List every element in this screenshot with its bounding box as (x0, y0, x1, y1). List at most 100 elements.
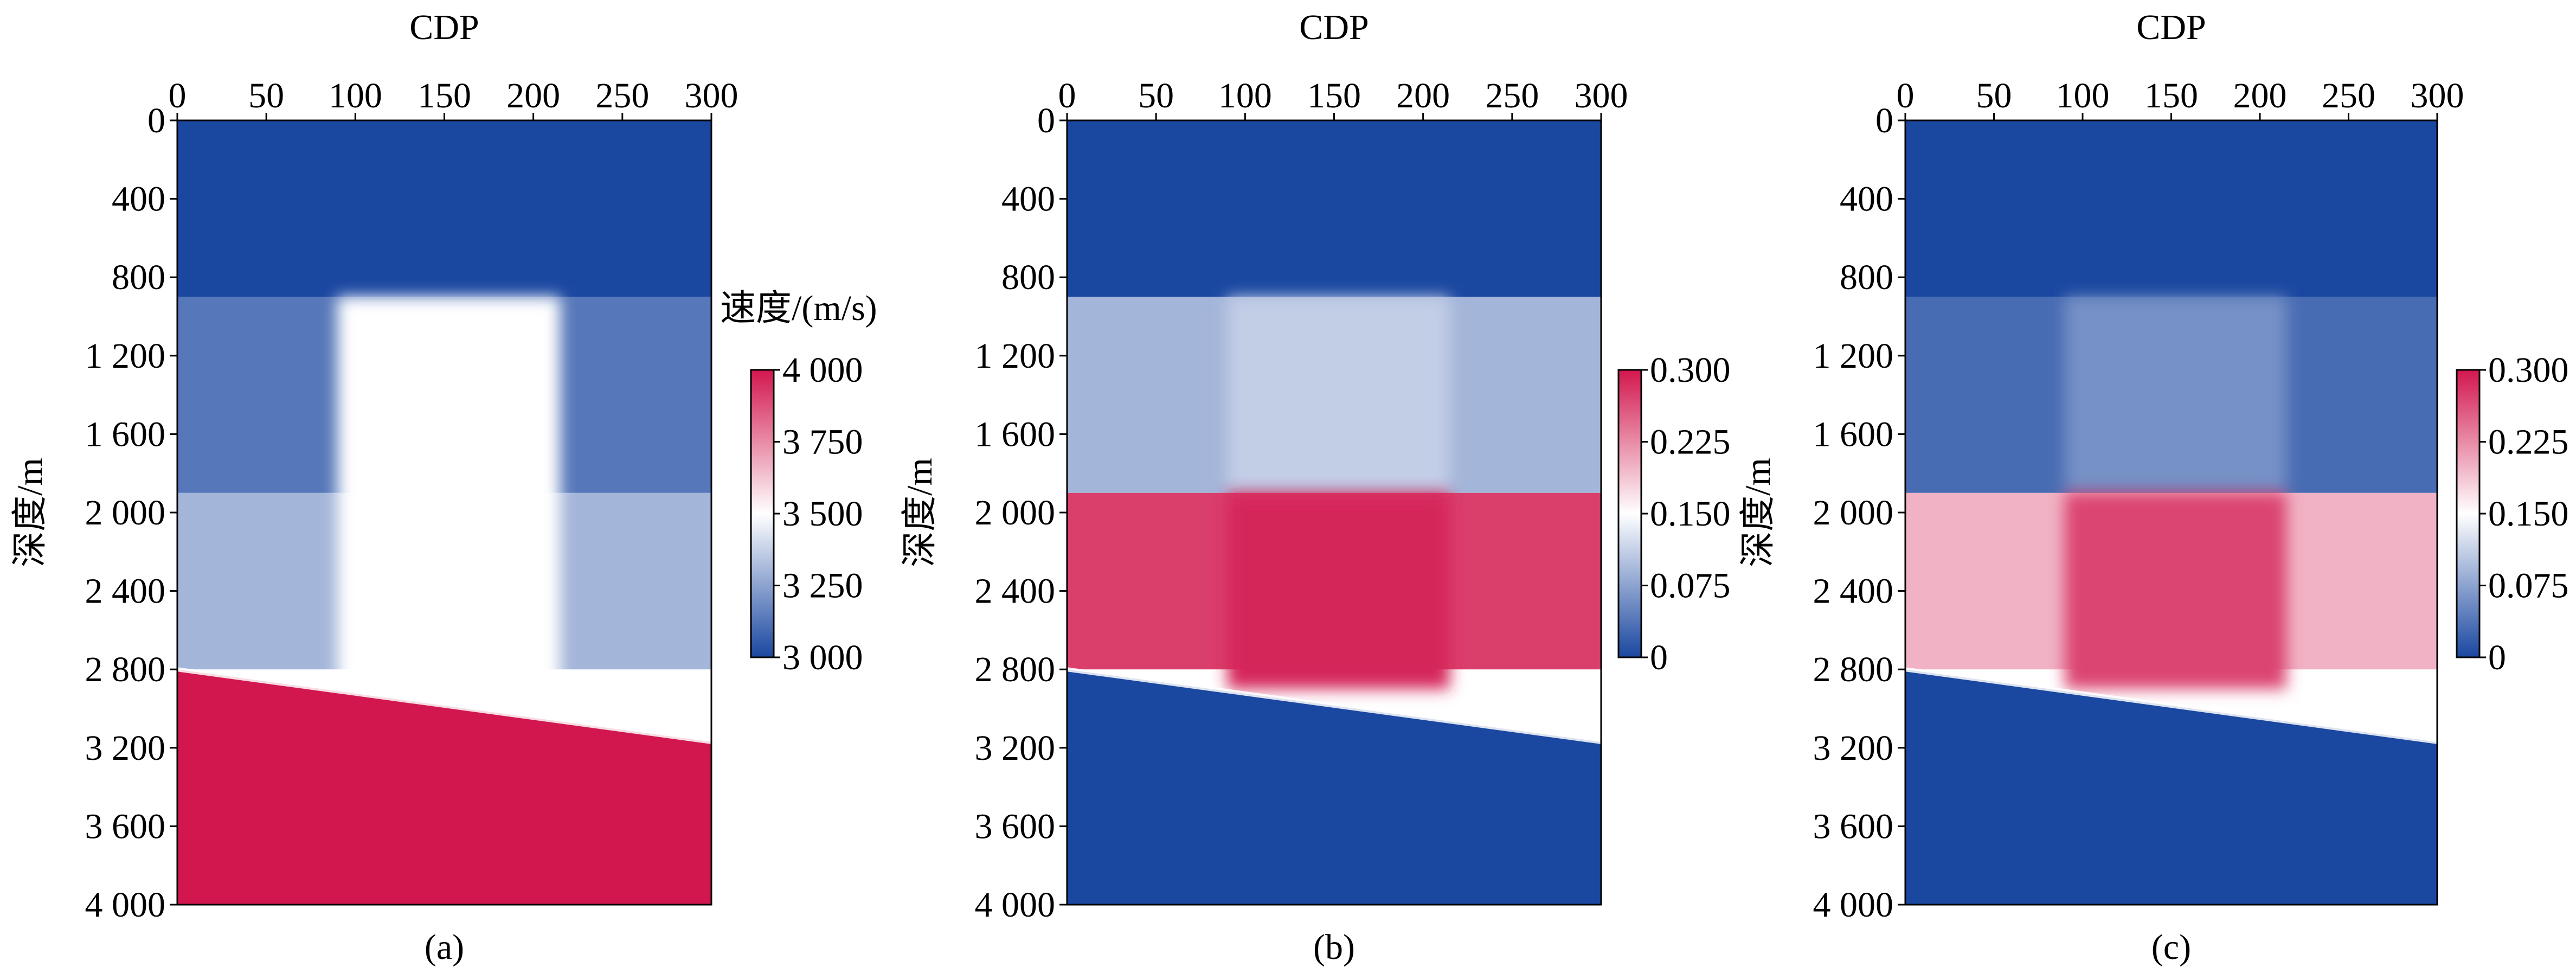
y-tick-label: 800 (1001, 258, 1055, 297)
x-tick-label: 100 (329, 76, 382, 116)
heatmap-cell-1 (1067, 120, 1601, 297)
heatmap-cell-5 (2065, 492, 2287, 689)
panel-label: (b) (1313, 927, 1355, 967)
colorbar-gradient (1617, 369, 1642, 658)
heatmap-cell-6 (1067, 669, 1601, 905)
chart-panel-a: 0 50 100 150 200 250 300 CDP 0 400 800 1 200 1 600 2 … (10, 8, 877, 967)
x-tick-label: 50 (1976, 76, 2012, 116)
y-tick-label: 2 400 (975, 572, 1056, 611)
y-axis-title: 深度/m (900, 458, 940, 567)
colorbar-tick-label: 0.075 (1650, 566, 1731, 606)
heatmap-cell-1 (1905, 120, 2437, 297)
y-tick-label: 0 (1037, 101, 1055, 140)
y-tick-label: 2 400 (1813, 572, 1894, 611)
y-tick-label: 3 600 (85, 806, 166, 846)
colorbar-gradient (750, 369, 775, 658)
colorbar-tick-label: 0 (1650, 638, 1668, 677)
colorbar-tick-label: 4 000 (782, 350, 863, 390)
colorbar-tick-label: 3 250 (782, 566, 863, 606)
x-axis-title: CDP (409, 8, 479, 47)
x-tick-label: 150 (417, 76, 471, 116)
y-axis-title: 深度/m (1738, 458, 1778, 567)
x-tick-label: 250 (1485, 76, 1539, 116)
x-tick-label: 200 (1396, 76, 1450, 116)
y-tick-label: 1 200 (85, 336, 166, 376)
x-tick-label: 0 (1058, 76, 1076, 116)
y-tick-label: 4 000 (1813, 885, 1894, 925)
colorbar-tick-label: 0.150 (2488, 494, 2569, 534)
x-tick-label: 0 (1897, 76, 1915, 116)
x-axis-title: CDP (2136, 8, 2206, 47)
heatmap-cell-5 (1227, 492, 1450, 689)
y-tick-label: 1 600 (1813, 414, 1894, 454)
colorbar-title: 速度/(m/s) (720, 289, 877, 328)
y-tick-label: 0 (147, 101, 165, 140)
heatmap-cell-6 (1905, 669, 2437, 905)
panel-label: (a) (425, 927, 464, 967)
interface-line (1905, 667, 2437, 744)
heatmap-cell-3 (2065, 297, 2287, 493)
x-tick-label: 300 (685, 76, 738, 116)
colorbar: 0.300 0.225 0.150 0.075 0 (2456, 350, 2569, 677)
heatmap-cell-1 (177, 120, 711, 297)
x-tick-label: 100 (1218, 76, 1272, 116)
x-tick-label: 250 (595, 76, 649, 116)
colorbar-gradient (2456, 369, 2481, 658)
x-tick-label: 200 (506, 76, 560, 116)
x-tick-label: 100 (2056, 76, 2110, 116)
heatmap-cell-3 (1227, 297, 1450, 493)
y-tick-label: 3 600 (975, 806, 1056, 846)
colorbar-tick-label: 3 750 (782, 423, 863, 462)
y-axis-title: 深度/m (10, 458, 50, 567)
chart-panel-b: 0 50 100 150 200 250 300 CDP 0 400 800 1 200 1 600 2 … (900, 8, 1731, 967)
colorbar-tick-label: 0.150 (1650, 494, 1731, 534)
interface-line (1067, 667, 1601, 744)
colorbar-tick-label: 3 500 (782, 494, 863, 534)
heatmap-plot-area (1905, 120, 2437, 905)
colorbar: 0.300 0.225 0.150 0.075 0 (1617, 350, 1731, 677)
y-tick-label: 800 (1840, 258, 1893, 297)
heatmap-cell-5 (177, 669, 711, 905)
y-tick-label: 2 800 (975, 650, 1056, 689)
y-tick-label: 1 200 (975, 336, 1056, 376)
y-tick-label: 3 600 (1813, 806, 1894, 846)
y-tick-label: 2 000 (85, 493, 166, 533)
interface-line (177, 667, 711, 744)
colorbar-tick-label: 0.075 (2488, 566, 2569, 606)
x-tick-label: 0 (169, 76, 187, 116)
heatmap-plot-area (177, 120, 711, 905)
y-tick-label: 2 800 (1813, 650, 1894, 689)
chart-panel-c: 0 50 100 150 200 250 300 CDP 0 400 800 1 200 1 600 2 … (1738, 8, 2569, 967)
y-tick-label: 1 600 (85, 414, 166, 454)
y-tick-label: 1 600 (975, 414, 1056, 454)
heatmap-plot-area (1067, 120, 1601, 905)
y-tick-label: 2 800 (85, 650, 166, 689)
y-tick-label: 3 200 (85, 728, 166, 768)
colorbar-tick-label: 0.300 (1650, 350, 1731, 390)
x-tick-label: 250 (2322, 76, 2375, 116)
colorbar-tick-label: 0.300 (2488, 350, 2569, 390)
x-tick-label: 150 (1307, 76, 1361, 116)
x-tick-label: 150 (2144, 76, 2198, 116)
y-tick-label: 2 000 (975, 493, 1056, 533)
colorbar-tick-label: 3 000 (782, 638, 863, 677)
x-tick-label: 300 (2411, 76, 2464, 116)
y-tick-label: 1 200 (1813, 336, 1894, 376)
y-tick-label: 400 (1840, 180, 1893, 219)
colorbar-tick-label: 0.225 (2488, 423, 2569, 462)
y-tick-label: 800 (112, 258, 165, 297)
y-tick-label: 4 000 (85, 885, 166, 925)
y-tick-label: 400 (112, 180, 165, 219)
colorbar-tick-label: 0.225 (1650, 423, 1731, 462)
x-axis-title: CDP (1299, 8, 1369, 47)
heatmap-cell-4 (337, 297, 560, 689)
panel-label: (c) (2151, 927, 2191, 967)
x-tick-label: 200 (2233, 76, 2287, 116)
colorbar-tick-label: 0 (2488, 638, 2506, 677)
y-tick-label: 2 400 (85, 572, 166, 611)
x-tick-label: 50 (248, 76, 284, 116)
y-tick-label: 3 200 (975, 728, 1056, 768)
x-tick-label: 300 (1575, 76, 1628, 116)
y-tick-label: 4 000 (975, 885, 1056, 925)
